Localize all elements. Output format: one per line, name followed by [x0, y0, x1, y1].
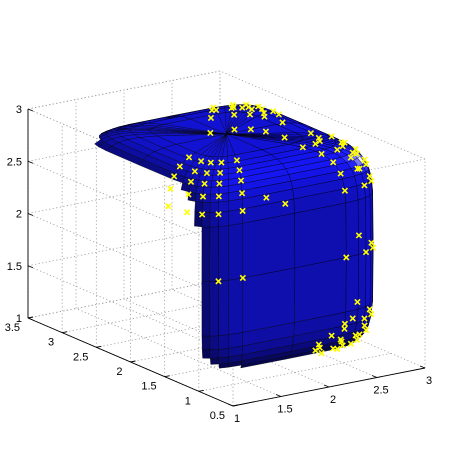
surface-face [210, 281, 219, 336]
surface-face [243, 213, 295, 278]
z-tick-label: 3 [16, 104, 22, 116]
z-tick [28, 266, 33, 268]
surface-face [210, 227, 219, 282]
x-tick [372, 376, 377, 378]
surface-face [366, 250, 371, 307]
z-tick [28, 161, 33, 163]
x-tick-label: 2 [330, 394, 336, 406]
surface-face [229, 209, 243, 226]
y-tick [96, 346, 101, 347]
z-tick-label: 2.5 [7, 156, 22, 168]
surface-face [229, 278, 243, 335]
grid-line [28, 280, 220, 318]
surface-face [210, 202, 219, 213]
x-tick-label: 3 [426, 375, 432, 387]
x-tick [228, 404, 233, 406]
z-tick [28, 214, 33, 216]
y-tick [233, 405, 238, 406]
surface-face [370, 248, 373, 305]
surface-face [210, 349, 219, 358]
y-tick-label: 0.5 [210, 410, 225, 422]
marker-point [166, 204, 171, 209]
z-tick-label: 2 [16, 209, 22, 221]
surface-face [211, 187, 219, 194]
surface-face [219, 201, 229, 212]
y-tick [62, 332, 67, 333]
surface-face [243, 268, 295, 333]
surface-face [212, 175, 220, 181]
box-edge [28, 71, 220, 109]
x-tick [324, 385, 329, 387]
surface-face [202, 202, 210, 212]
y-tick-label: 2 [116, 366, 122, 378]
surface-face [202, 282, 210, 337]
surface-face [229, 223, 243, 280]
z-tick [28, 109, 33, 111]
y-tick-label: 1 [185, 395, 191, 407]
x-tick-label: 1 [234, 413, 240, 425]
y-tick [131, 361, 136, 362]
surface-face [219, 348, 229, 358]
z-tick-label: 1 [16, 313, 22, 325]
y-tick [199, 390, 204, 391]
surface-face [218, 280, 228, 336]
surface-face [195, 201, 203, 212]
surface-face [229, 332, 243, 348]
surface-face [196, 186, 204, 194]
surface-face [210, 358, 219, 364]
x-tick-label: 1.5 [277, 404, 292, 416]
surface-face [203, 187, 211, 194]
marker-point [184, 210, 189, 215]
y-tick-label: 1.5 [141, 381, 156, 393]
x-tick [276, 395, 281, 397]
y-tick-label: 3 [48, 337, 54, 349]
z-tick-label: 1.5 [7, 261, 22, 273]
y-tick-label: 2.5 [73, 351, 88, 363]
surface-face [210, 336, 219, 350]
surface-face [358, 198, 366, 255]
surface-face [346, 200, 359, 258]
surface-face [295, 203, 347, 268]
surface-face [218, 335, 228, 350]
surface-face [218, 225, 228, 281]
x-tick [420, 366, 425, 368]
surface-face [202, 336, 210, 350]
surface-face [202, 227, 210, 282]
x-tick-label: 2.5 [373, 385, 388, 397]
surface-face [219, 186, 229, 194]
y-tick [165, 376, 170, 377]
surface-face [202, 349, 210, 358]
surface-face [295, 257, 347, 322]
z-tick [28, 318, 33, 320]
surface [95, 105, 374, 369]
